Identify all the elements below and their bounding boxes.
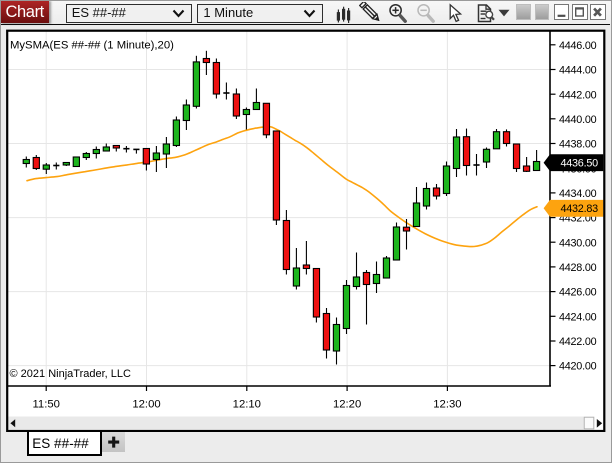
svg-text:4432.83: 4432.83 xyxy=(561,203,599,215)
svg-text:MySMA(ES ##-## (1 Minute),20): MySMA(ES ##-## (1 Minute),20) xyxy=(10,40,174,52)
svg-text:4436.50: 4436.50 xyxy=(561,158,599,170)
svg-text:11:50: 11:50 xyxy=(32,399,59,411)
svg-text:4440.00: 4440.00 xyxy=(559,114,597,126)
svg-text:4434.00: 4434.00 xyxy=(559,188,597,200)
svg-text:4428.00: 4428.00 xyxy=(559,262,597,274)
svg-text:4446.00: 4446.00 xyxy=(559,40,597,52)
svg-text:12:20: 12:20 xyxy=(333,399,361,411)
svg-text:4430.00: 4430.00 xyxy=(559,237,597,249)
svg-text:4420.00: 4420.00 xyxy=(559,361,597,373)
svg-text:4424.00: 4424.00 xyxy=(559,311,597,323)
svg-text:12:00: 12:00 xyxy=(132,399,160,411)
svg-text:4422.00: 4422.00 xyxy=(559,336,597,348)
svg-text:12:10: 12:10 xyxy=(233,399,261,411)
svg-text:4444.00: 4444.00 xyxy=(559,65,597,77)
svg-text:© 2021 NinjaTrader, LLC: © 2021 NinjaTrader, LLC xyxy=(10,368,131,380)
svg-text:4426.00: 4426.00 xyxy=(559,287,597,299)
svg-text:12:30: 12:30 xyxy=(433,399,461,411)
svg-text:4438.00: 4438.00 xyxy=(559,139,597,151)
svg-text:4442.00: 4442.00 xyxy=(559,89,597,101)
